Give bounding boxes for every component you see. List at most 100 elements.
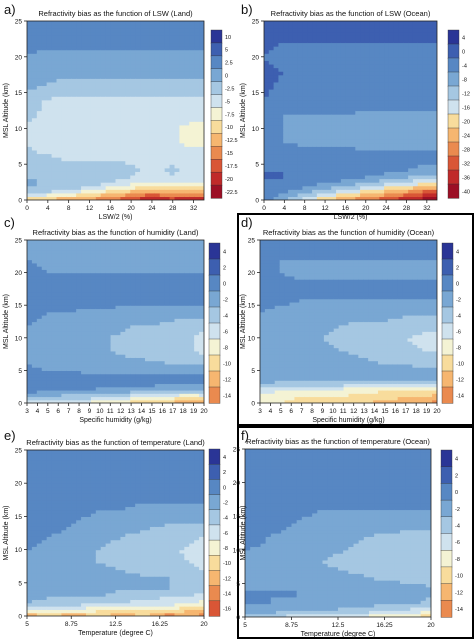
contour-cell: [105, 174, 112, 180]
contour-cell: [31, 350, 38, 355]
contour-cell: [184, 131, 190, 137]
contour-cell: [326, 99, 332, 104]
contour-cell: [46, 324, 53, 329]
contour-cell: [388, 171, 395, 176]
contour-cell: [56, 288, 63, 293]
contour-cell: [417, 103, 424, 108]
contour-cell: [179, 38, 185, 44]
contour-cell: [427, 74, 433, 79]
contour-cell: [130, 246, 136, 251]
contour-cell: [273, 96, 280, 101]
colorbar-label: 10: [225, 35, 231, 41]
contour-cell: [27, 167, 33, 172]
contour-cell: [105, 321, 112, 326]
contour-cell: [316, 174, 323, 180]
contour-cell: [61, 142, 67, 147]
contour-cell: [422, 142, 428, 147]
contour-cell: [56, 74, 63, 79]
contour-cell: [432, 117, 437, 122]
contour-cell: [86, 24, 92, 29]
contour-cell: [355, 174, 361, 180]
contour-cell: [384, 28, 390, 33]
contour-cell: [27, 196, 33, 200]
contour-cell: [105, 350, 112, 355]
contour-cell: [120, 363, 126, 368]
contour-cell: [46, 157, 53, 162]
contour-cell: [95, 262, 102, 267]
contour-cell: [76, 110, 82, 115]
contour-cell: [355, 157, 361, 162]
contour-cell: [31, 99, 38, 104]
contour-cell: [273, 35, 280, 40]
contour-cell: [95, 49, 102, 54]
contour-cell: [140, 285, 146, 290]
contour-cell: [81, 196, 87, 200]
contour-cell: [297, 189, 304, 194]
contour-cell: [331, 38, 337, 44]
contour-cell: [100, 110, 107, 115]
contour-cell: [345, 56, 352, 61]
contour-cell: [432, 85, 437, 90]
contour-cell: [174, 49, 181, 54]
contour-cell: [312, 106, 318, 112]
contour-cell: [273, 53, 280, 58]
contour-cell: [398, 135, 404, 140]
contour-cell: [76, 354, 82, 358]
contour-cell: [403, 92, 409, 97]
contour-cell: [31, 399, 38, 403]
y-tick-label: 25: [15, 19, 23, 26]
contour-cell: [90, 380, 97, 385]
contour-cell: [154, 124, 161, 129]
contour-cell: [199, 63, 204, 69]
contour-cell: [27, 99, 33, 104]
contour-cell: [374, 78, 380, 83]
contour-cell: [90, 311, 97, 316]
y-tick-label: 20: [15, 54, 23, 61]
contour-cell: [46, 367, 53, 371]
contour-cell: [432, 135, 437, 140]
contour-cell: [331, 99, 337, 104]
contour-cell: [95, 344, 102, 349]
contour-cell: [120, 167, 126, 172]
contour-cell: [100, 259, 107, 264]
contour-cell: [105, 167, 112, 172]
contour-cell: [66, 146, 72, 151]
contour-cell: [422, 167, 428, 172]
contour-cell: [316, 71, 323, 76]
contour-cell: [71, 288, 77, 293]
contour-cell: [120, 160, 126, 165]
contour-cell: [135, 149, 141, 155]
contour-cell: [120, 292, 126, 297]
contour-cell: [36, 106, 43, 112]
contour-cell: [278, 139, 284, 144]
contour-cell: [403, 21, 409, 26]
contour-cell: [66, 331, 72, 336]
contour-cell: [71, 272, 77, 277]
contour-cell: [36, 393, 43, 398]
x-tick-label: 20: [362, 205, 370, 212]
contour-cell: [145, 124, 151, 129]
contour-cell: [66, 167, 72, 172]
contour-cell: [159, 63, 166, 69]
contour-cell: [174, 157, 181, 162]
contour-cell: [56, 121, 63, 126]
contour-cell: [326, 53, 332, 58]
contour-cell: [331, 124, 337, 129]
contour-cell: [145, 367, 151, 371]
contour-cell: [61, 288, 67, 293]
contour-cell: [174, 28, 181, 33]
contour-cell: [388, 110, 395, 115]
contour-cell: [46, 321, 53, 326]
contour-cell: [417, 146, 424, 151]
contour-cell: [71, 178, 77, 183]
contour-cell: [331, 135, 337, 140]
contour-cell: [312, 103, 318, 108]
contour-cell: [336, 63, 342, 69]
contour-cell: [184, 31, 190, 36]
contour-cell: [125, 192, 131, 198]
contour-cell: [292, 85, 299, 90]
contour-cell: [326, 157, 332, 162]
contour-cell: [288, 35, 294, 40]
contour-cell: [125, 396, 131, 401]
contour-cell: [316, 31, 323, 36]
